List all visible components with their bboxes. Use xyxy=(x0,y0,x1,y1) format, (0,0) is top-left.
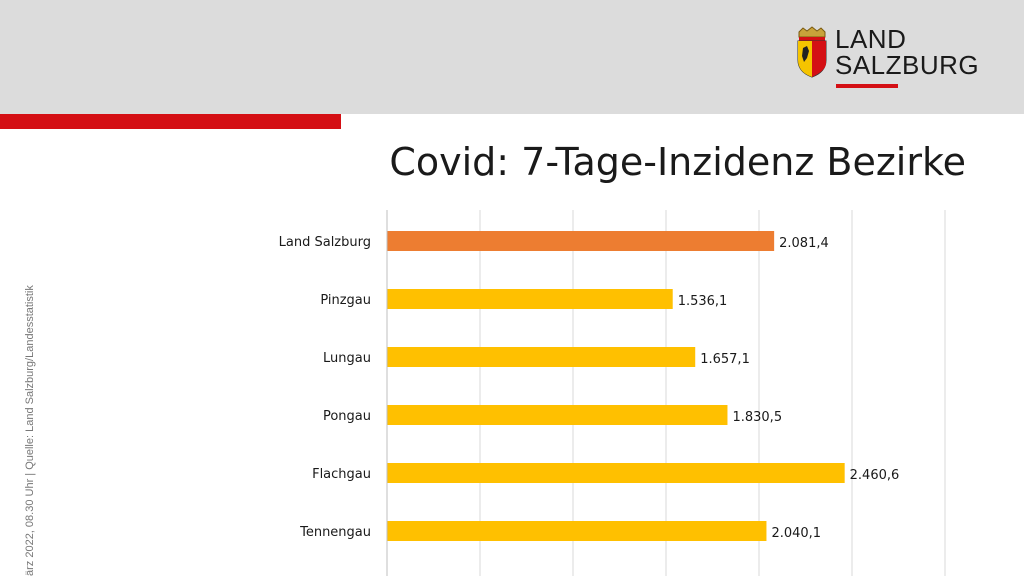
bar xyxy=(387,405,728,425)
coat-of-arms-icon xyxy=(797,26,827,78)
logo-line-1: LAND xyxy=(835,24,907,54)
data-label: 2.081,4 xyxy=(779,236,829,251)
category-label: Pinzgau xyxy=(320,293,371,308)
logo-underline xyxy=(836,84,898,88)
page-title: Covid: 7-Tage-Inzidenz Bezirke xyxy=(389,140,966,184)
category-label: Flachgau xyxy=(312,467,371,482)
red-accent-stripe xyxy=(0,114,341,129)
data-label: 1.536,1 xyxy=(678,294,728,309)
category-label: Tennengau xyxy=(299,525,371,540)
land-salzburg-logo: LAND SALZBURG xyxy=(795,26,979,90)
header-band xyxy=(0,0,1024,114)
bar xyxy=(387,521,767,541)
data-label: 1.657,1 xyxy=(700,352,750,367)
data-label: 1.830,5 xyxy=(732,410,782,425)
data-label: 2.460,6 xyxy=(850,468,900,483)
category-label: Lungau xyxy=(323,351,371,366)
data-label: 2.040,1 xyxy=(771,526,821,541)
category-label: Land Salzburg xyxy=(279,235,371,250)
bar xyxy=(387,231,775,251)
logo-line-2: SALZBURG xyxy=(835,50,980,80)
category-label: Pongau xyxy=(323,409,371,424)
bar xyxy=(387,463,845,483)
bar xyxy=(387,347,696,367)
bar xyxy=(387,289,673,309)
